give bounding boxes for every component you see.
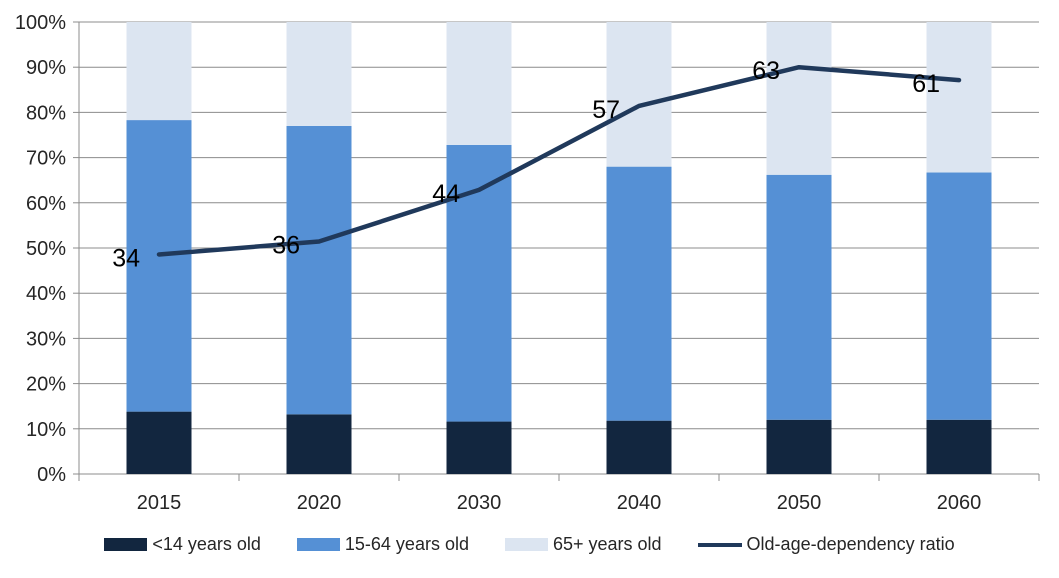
bar-segment-2015-s0	[126, 411, 192, 474]
y-axis-tick-label: 50%	[26, 238, 66, 260]
legend-item-series-1: 15-64 years old	[296, 534, 469, 555]
bar-segment-2050-s2	[766, 22, 832, 175]
y-axis-tick-label: 70%	[26, 148, 66, 170]
dependency-ratio-line	[156, 64, 962, 257]
legend-label: Old-age-dependency ratio	[746, 534, 955, 554]
legend-label: 15-64 years old	[344, 534, 469, 554]
line-data-label: 44	[432, 180, 460, 208]
legend: <14 years old 15-64 years old 65+ years ol…	[0, 534, 1059, 555]
bar-segment-2020-s0	[286, 414, 352, 474]
y-axis-tick-label: 30%	[26, 328, 66, 350]
y-axis-tick-label: 80%	[26, 102, 66, 124]
y-axis-tick-label: 90%	[26, 57, 66, 79]
bar-segment-2030-s2	[446, 22, 512, 145]
y-axis-tick-label: 100%	[15, 12, 66, 34]
legend-swatch-icon	[504, 538, 548, 551]
y-axis-tick-label: 0%	[37, 464, 66, 486]
x-axis-label-2040: 2040	[617, 492, 662, 514]
bar-segment-2050-s0	[766, 419, 832, 474]
legend-label: <14 years old	[152, 534, 261, 554]
bar-segment-2030-s0	[446, 421, 512, 474]
x-axis-label-2050: 2050	[777, 492, 822, 514]
bar-segment-2040-s0	[606, 420, 672, 474]
legend-item-line: Old-age-dependency ratio	[697, 534, 955, 555]
legend-swatch-icon	[296, 538, 340, 551]
bar-segment-2060-s2	[926, 22, 992, 173]
bar-segment-2040-s2	[606, 22, 672, 167]
y-axis-tick-label: 40%	[26, 283, 66, 305]
y-axis-tick-label: 60%	[26, 193, 66, 215]
y-axis-tick-label: 20%	[26, 374, 66, 396]
bar-segment-2015-s2	[126, 22, 192, 121]
x-axis-label-2015: 2015	[137, 492, 182, 514]
line-data-label: 61	[912, 70, 940, 98]
bar-segment-2015-s1	[126, 120, 192, 412]
legend-item-series-0: <14 years old	[104, 534, 261, 555]
legend-line-swatch-icon	[697, 542, 742, 547]
bar-segment-2050-s1	[766, 174, 832, 420]
line-data-label: 36	[272, 232, 300, 260]
legend-item-series-2: 65+ years old	[504, 534, 662, 555]
bar-segment-2020-s2	[286, 22, 352, 126]
legend-label: 65+ years old	[552, 534, 662, 554]
bar-segment-2060-s1	[926, 172, 992, 420]
x-axis-label-2060: 2060	[937, 492, 982, 514]
y-axis-tick-label: 10%	[26, 419, 66, 441]
line-data-label: 57	[592, 96, 620, 124]
x-axis-label-2020: 2020	[297, 492, 342, 514]
bar-segment-2020-s1	[286, 125, 352, 415]
x-axis-label-2030: 2030	[457, 492, 502, 514]
legend-swatch-icon	[104, 538, 148, 551]
line-data-label: 34	[112, 244, 140, 272]
line-data-label: 63	[752, 57, 780, 85]
bar-segment-2040-s1	[606, 166, 672, 421]
bar-segment-2060-s0	[926, 419, 992, 474]
